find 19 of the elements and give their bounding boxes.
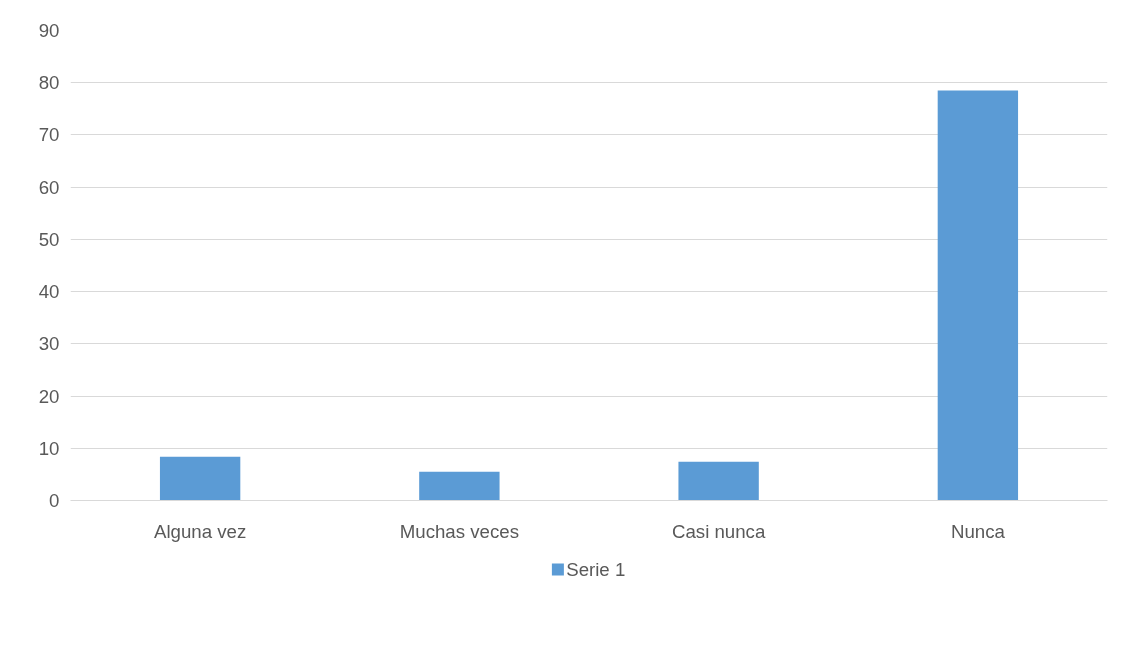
y-tick-label: 80 [38,72,60,94]
y-tick-label: 70 [38,124,60,146]
x-tick-label: Casi nunca [671,520,766,542]
x-tick-label: Muchas veces [399,520,519,542]
bar [159,456,241,501]
y-tick-label: 40 [38,281,60,303]
legend-label: Serie 1 [566,559,626,580]
bar [419,471,500,501]
y-tick-label: 60 [38,176,60,198]
x-tick-label: Nunca [950,520,1006,542]
y-tick-label: 90 [38,20,60,41]
y-tick-label: 50 [38,228,60,250]
y-tick-label: 0 [49,490,60,511]
y-tick-label: 10 [38,437,60,459]
y-tick-label: 20 [38,385,60,407]
bar [678,461,759,501]
y-tick-label: 30 [38,333,60,355]
x-tick-label: Alguna vez [153,520,247,542]
bar [937,90,1019,501]
